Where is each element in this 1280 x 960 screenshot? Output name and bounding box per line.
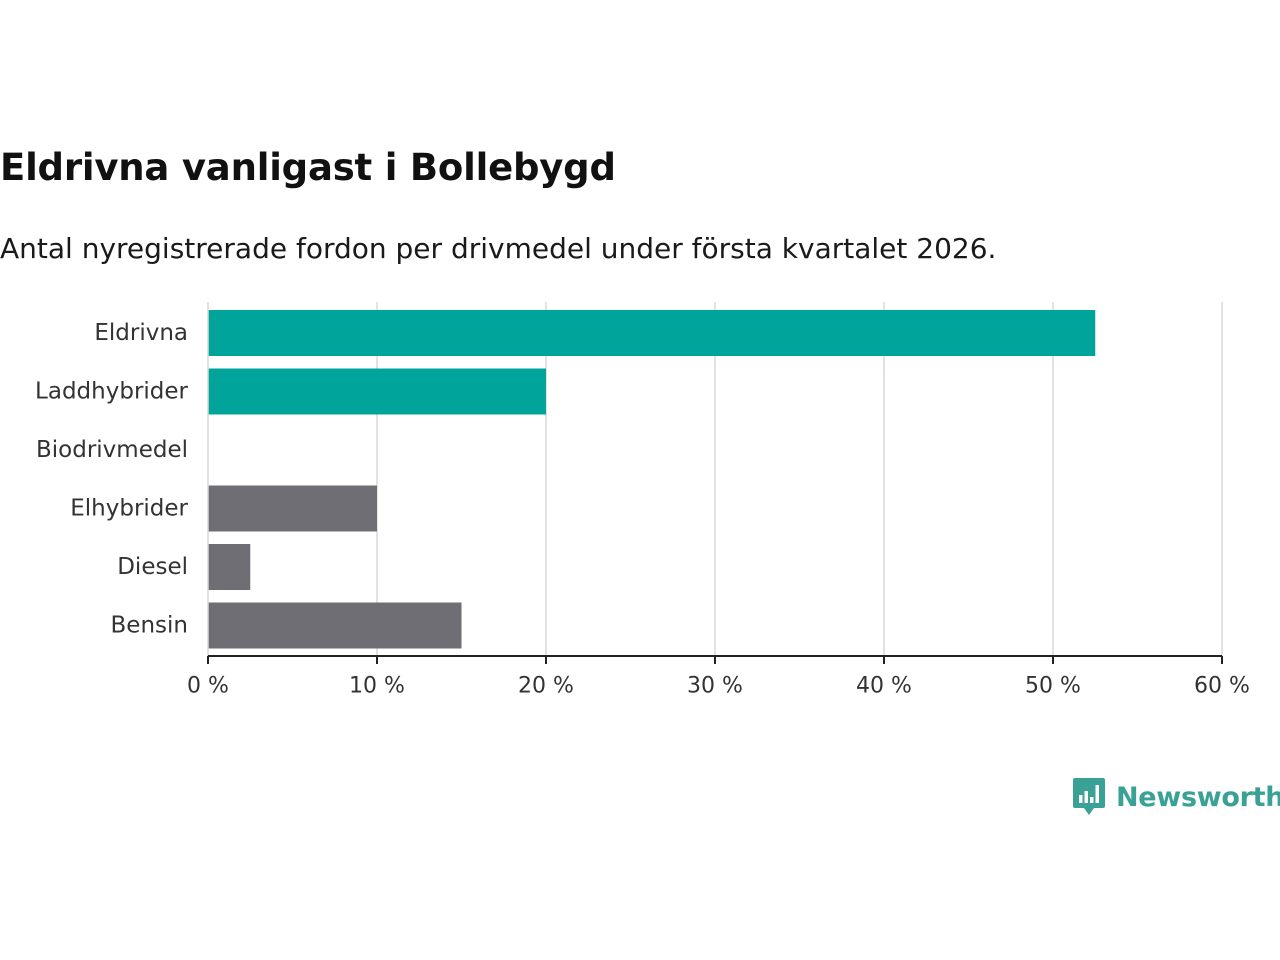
category-label: Laddhybrider — [35, 379, 188, 405]
category-label: Bensin — [111, 613, 188, 639]
brand-logo: Newsworthy — [1072, 775, 1280, 819]
x-tick-label: 10 % — [349, 674, 405, 699]
bar-laddhybrider — [208, 368, 546, 415]
category-labels: Eldrivna Laddhybrider Biodrivmedel Elhybrid… — [35, 320, 188, 639]
category-label: Biodrivmedel — [36, 437, 188, 463]
bars — [208, 310, 1096, 649]
bar-elhybrider — [208, 485, 377, 532]
x-tick-label: 20 % — [518, 674, 574, 699]
bar-eldrivna — [208, 310, 1096, 356]
x-tick-label: 40 % — [856, 674, 912, 699]
x-axis: 0 % 10 % 20 % 30 % 40 % 50 % 60 % — [187, 302, 1250, 699]
bar-diesel — [208, 544, 251, 590]
chart-subtitle: Antal nyregistrerade fordon per drivmede… — [0, 232, 997, 265]
category-label: Diesel — [117, 554, 188, 580]
x-tick-label: 30 % — [687, 674, 743, 699]
x-tick-label: 0 % — [187, 674, 229, 699]
chart-title: Eldrivna vanligast i Bollebygd — [0, 146, 616, 189]
category-label: Eldrivna — [94, 320, 188, 346]
x-tick-label: 50 % — [1025, 674, 1081, 699]
brand-name: Newsworthy — [1116, 781, 1280, 813]
gridlines — [376, 302, 1223, 656]
category-label: Elhybrider — [70, 496, 188, 522]
x-tick-label: 60 % — [1194, 674, 1250, 699]
bar-bensin — [208, 602, 462, 649]
newsworthy-logo-icon — [1073, 778, 1105, 815]
